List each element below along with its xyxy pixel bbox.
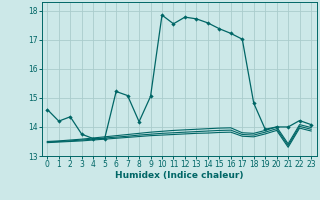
X-axis label: Humidex (Indice chaleur): Humidex (Indice chaleur) [115, 171, 244, 180]
